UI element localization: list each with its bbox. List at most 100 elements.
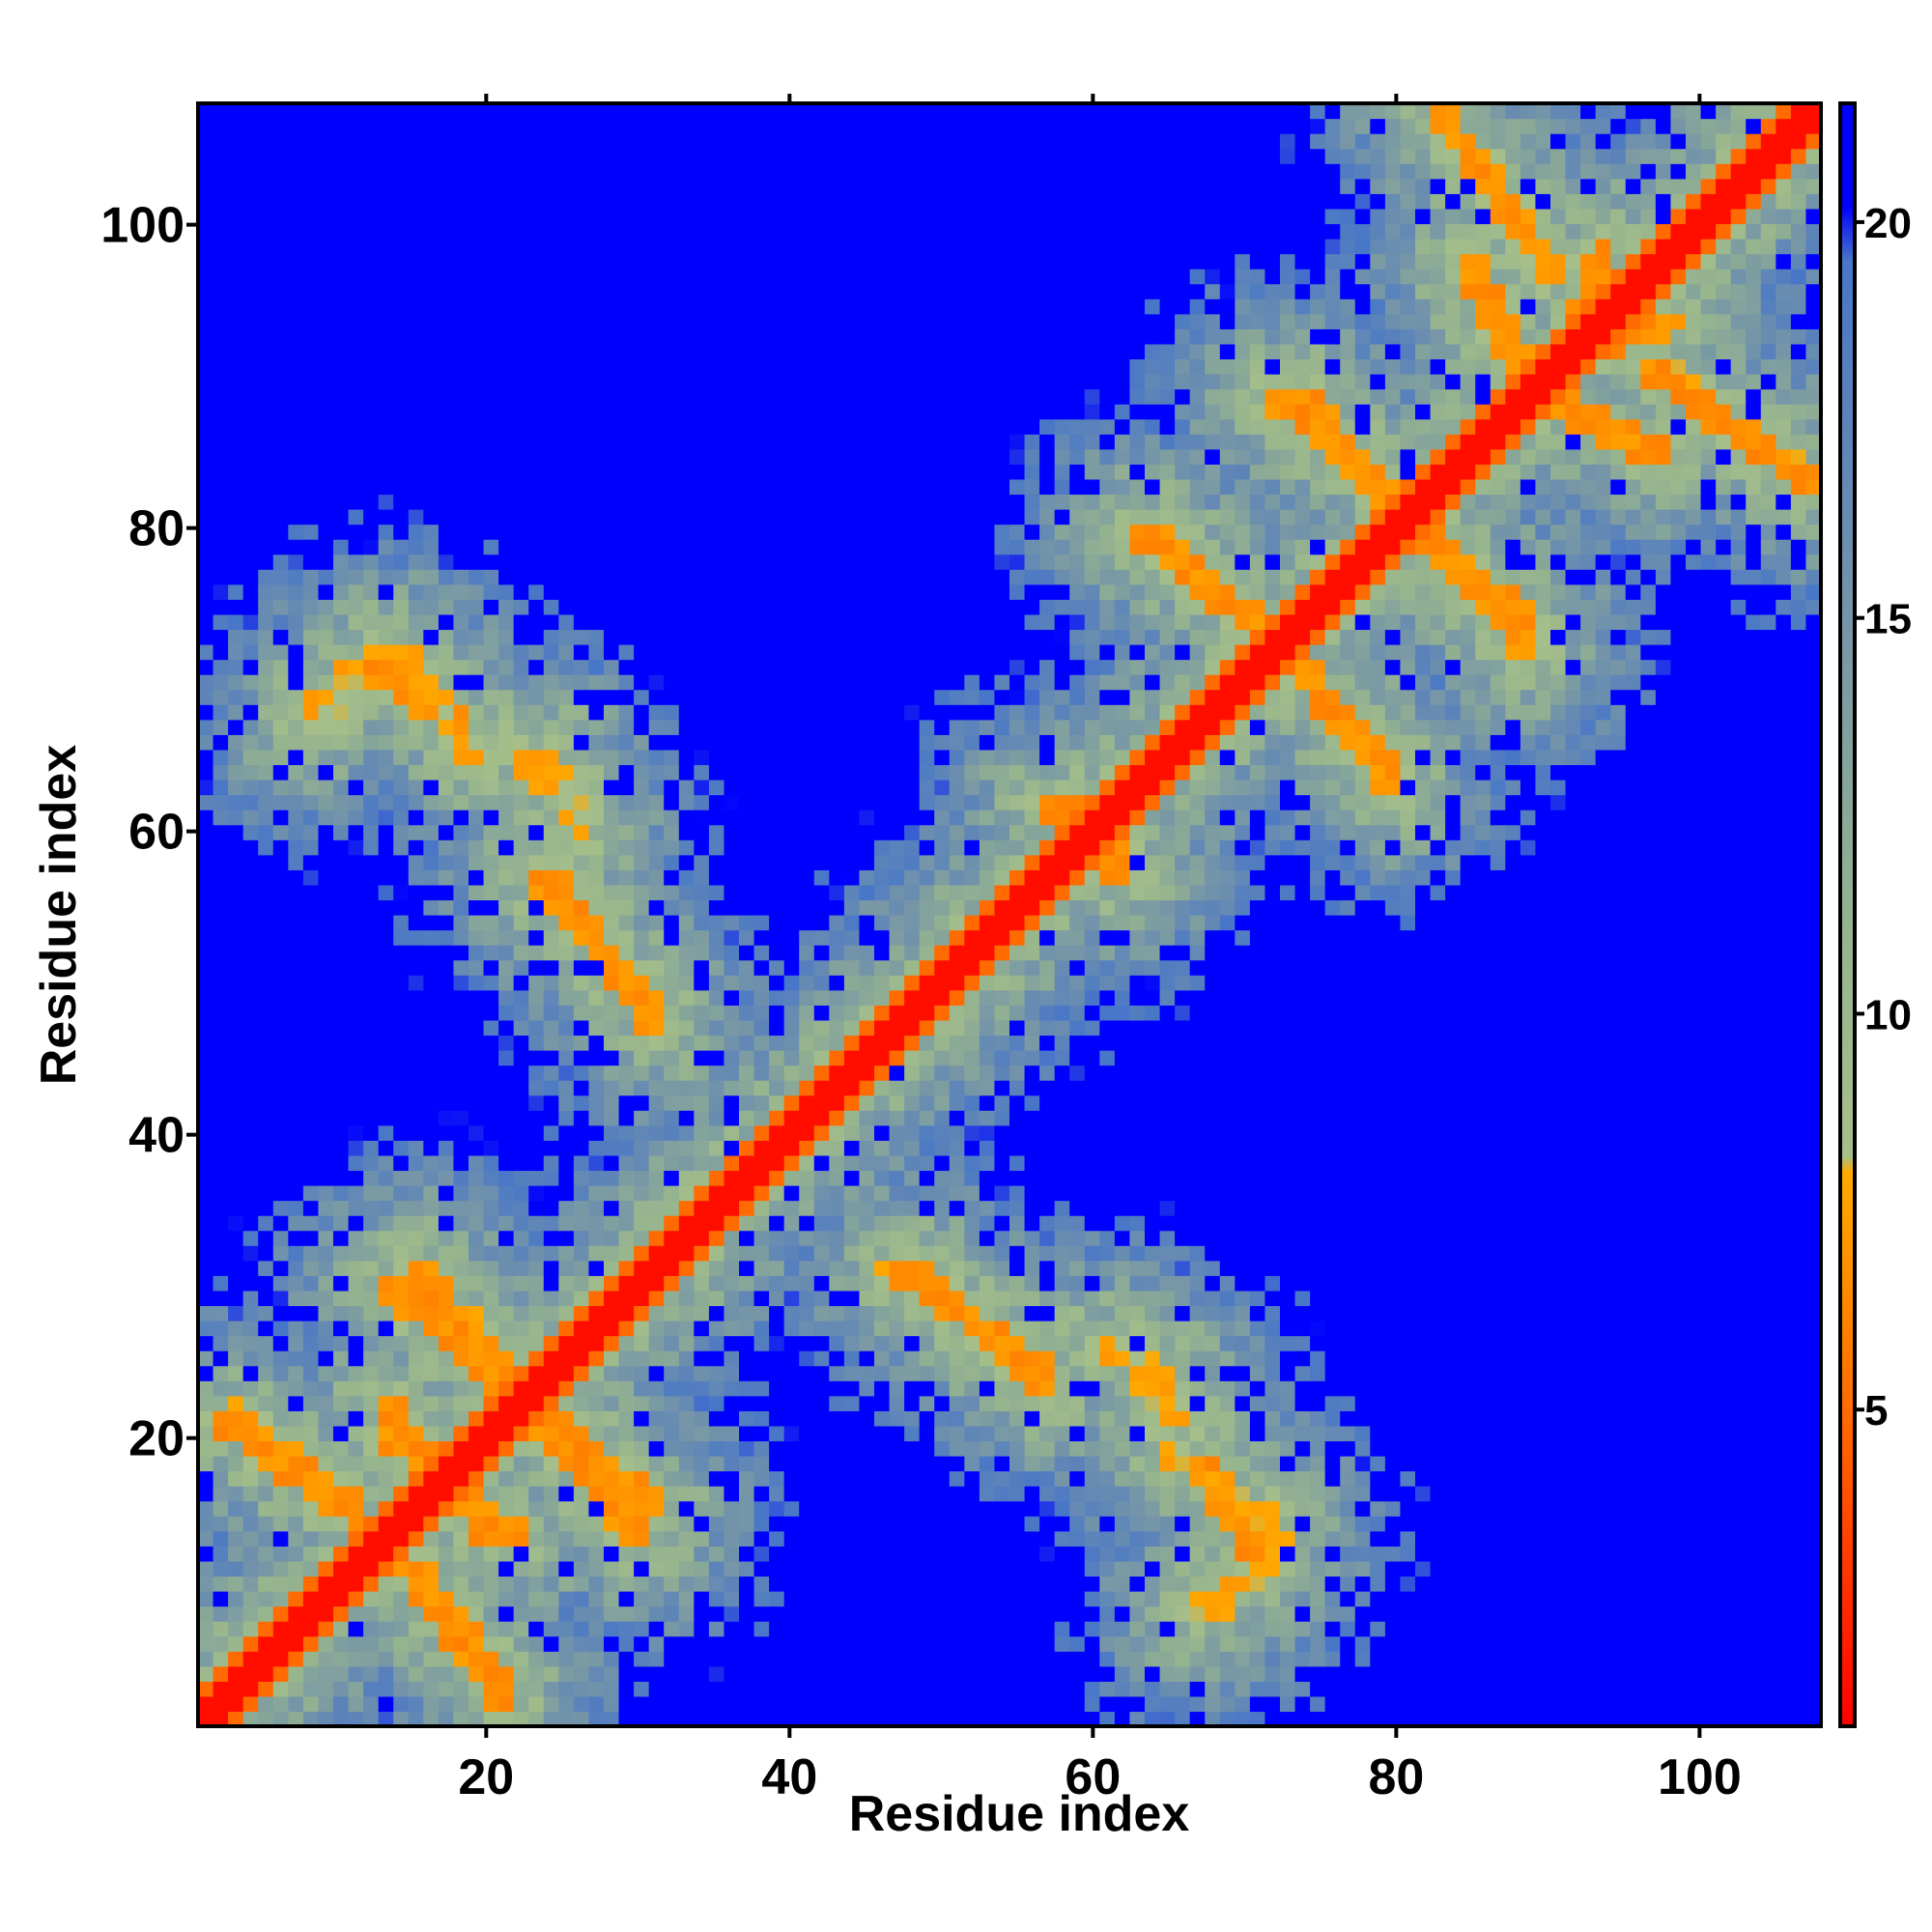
heatmap-cell [363,1681,380,1697]
heatmap-cell [994,1365,1010,1381]
heatmap-cell [453,1245,469,1262]
heatmap-cell [1384,1124,1402,1141]
heatmap-cell [1716,1215,1732,1232]
heatmap-cell [1716,1621,1732,1637]
heatmap-cell [1054,1395,1070,1411]
heatmap-cell [1610,1530,1627,1547]
heatmap-cell [1069,1395,1086,1411]
heatmap-cell [1024,1154,1040,1172]
heatmap-cell [288,1305,304,1321]
heatmap-cell [1310,1516,1326,1532]
heatmap-cell [528,1681,545,1697]
heatmap-cell [1610,1486,1627,1502]
heatmap-cell [1264,1215,1281,1232]
heatmap-cell [799,1576,815,1592]
heatmap-cell [1024,1065,1040,1081]
heatmap-cell [1219,1185,1236,1202]
heatmap-cell [1490,1486,1506,1502]
heatmap-cell [949,1260,965,1276]
heatmap-cell [1550,1065,1567,1081]
heatmap-cell [1145,1110,1161,1126]
heatmap-cell [453,1365,469,1381]
heatmap-cell [1535,1230,1551,1246]
heatmap-cell [1235,1530,1251,1547]
heatmap-cell [678,1245,695,1262]
heatmap-cell [949,1500,965,1517]
heatmap-cell [1490,1305,1506,1321]
heatmap-cell [1475,1094,1492,1111]
heatmap-cell [1700,1245,1717,1262]
heatmap-cell [783,1651,800,1667]
heatmap-cell [438,1215,455,1232]
heatmap-cell [1655,1516,1672,1532]
heatmap-cell [513,1621,529,1637]
heatmap-cell [604,1350,620,1367]
heatmap-cell [408,1335,424,1351]
heatmap-cell [874,1681,891,1697]
heatmap-cell [1686,1035,1702,1051]
heatmap-cell [1129,1516,1146,1532]
heatmap-cell [1505,1290,1521,1307]
heatmap-cell [1024,1530,1040,1547]
heatmap-cell [604,1080,620,1096]
heatmap-cell [1520,1260,1537,1276]
heatmap-cell [573,1380,590,1397]
heatmap-cell [1235,1651,1251,1667]
heatmap-cell [498,1065,515,1081]
heatmap-cell [1354,1290,1371,1307]
heatmap-cell [1294,1395,1311,1411]
heatmap-cell [543,1335,559,1351]
heatmap-cell [1700,1035,1717,1051]
heatmap-cell [1324,1486,1341,1502]
heatmap-cell [423,1215,440,1232]
heatmap-cell [889,1560,905,1577]
heatmap-cell [1475,1380,1492,1397]
heatmap-cell [453,1380,469,1397]
heatmap-cell [813,1500,830,1517]
heatmap-cell [1294,1170,1311,1186]
heatmap-cell [604,1440,620,1457]
heatmap-cell [1640,1425,1657,1442]
heatmap-cell [964,1050,980,1066]
heatmap-cell [1460,1124,1476,1141]
heatmap-cell [634,1350,650,1367]
heatmap-cell [1084,1681,1100,1697]
heatmap-cell [378,1290,394,1307]
heatmap-cell [198,1260,214,1276]
heatmap-cell [1415,1140,1432,1156]
heatmap-cell [1219,1350,1236,1367]
heatmap-cell [843,1651,861,1667]
heatmap-cell [423,1350,440,1367]
heatmap-cell [1294,1576,1311,1592]
heatmap-cell [558,1321,575,1337]
heatmap-cell [664,1305,680,1321]
heatmap-cell [1746,1486,1762,1502]
heatmap-cell [919,1335,935,1351]
heatmap-cell [1189,1260,1206,1276]
heatmap-cell [333,1530,350,1547]
heatmap-cell [1700,1110,1717,1126]
heatmap-cell [1205,1530,1221,1547]
heatmap-cell [1790,1380,1807,1397]
heatmap-cell [813,1200,830,1216]
heatmap-cell [1384,1621,1402,1637]
heatmap-cell [678,1605,695,1622]
heatmap-cell [198,1170,214,1186]
heatmap-cell [1430,1350,1446,1367]
heatmap-cell [438,1154,455,1172]
heatmap-cell [483,1350,499,1367]
heatmap-cell [964,1486,980,1502]
heatmap-cell [708,1350,725,1367]
heatmap-cell [1249,1681,1266,1697]
heatmap-cell [1099,1245,1116,1262]
heatmap-cell [1039,1305,1056,1321]
heatmap-cell [1084,1380,1100,1397]
heatmap-cell [678,1124,695,1141]
heatmap-cell [258,1395,274,1411]
heatmap-cell [588,1035,605,1051]
heatmap-cell [1009,1365,1026,1381]
heatmap-cell [1400,1290,1416,1307]
heatmap-cell [604,1486,620,1502]
heatmap-cell [573,1154,590,1172]
heatmap-cell [813,1486,830,1502]
